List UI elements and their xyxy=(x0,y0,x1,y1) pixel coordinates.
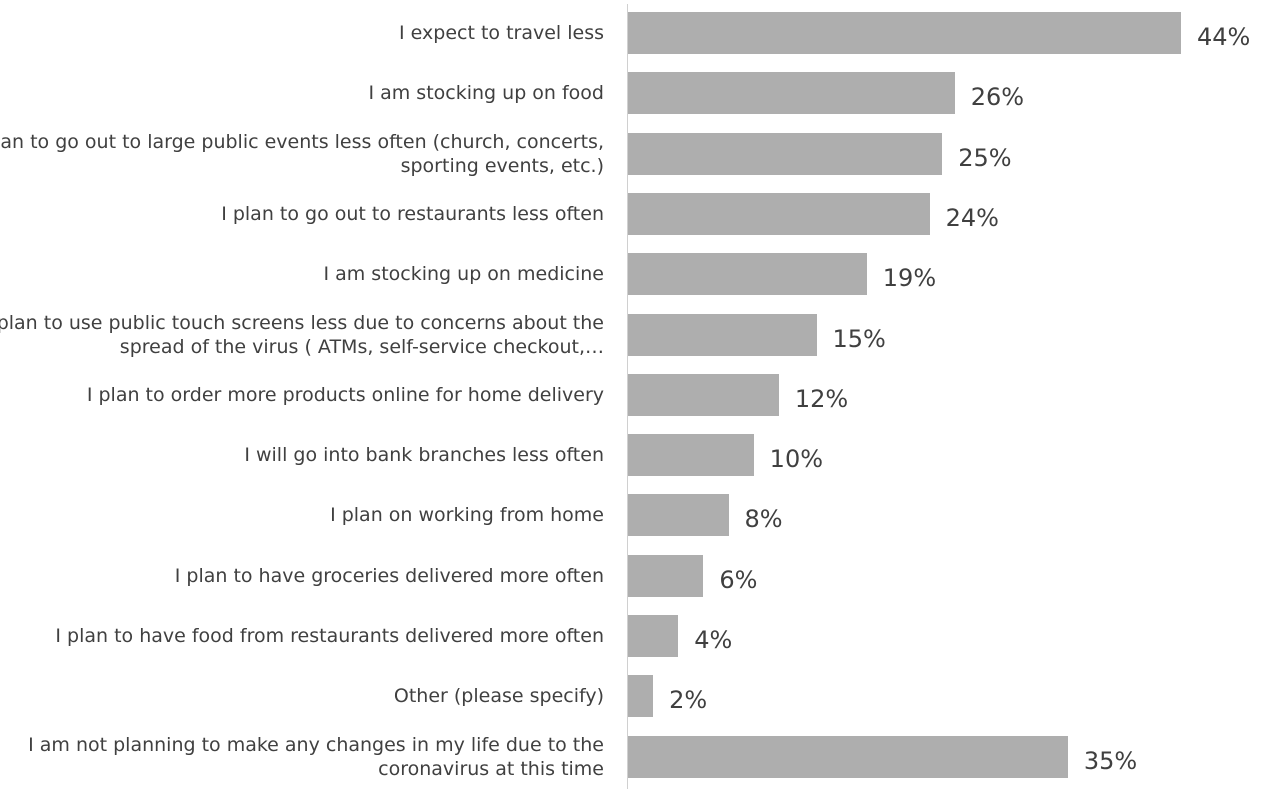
bar xyxy=(628,675,654,718)
bar xyxy=(628,735,1068,778)
bar xyxy=(628,494,729,537)
bar xyxy=(628,132,943,175)
category-label: I plan on working from home xyxy=(330,504,604,527)
value-label: 2% xyxy=(669,686,708,715)
value-label: 19% xyxy=(882,264,937,293)
value-label: 24% xyxy=(945,203,999,232)
category-label: Other (please specify) xyxy=(393,685,604,708)
value-label: 26% xyxy=(970,83,1025,112)
bar xyxy=(628,373,779,416)
value-label: 8% xyxy=(744,505,783,534)
category-label: I plan to have food from restaurants del… xyxy=(55,625,604,647)
category-label: I am stocking up on medicine xyxy=(323,263,604,286)
category-axis-line xyxy=(627,4,628,789)
value-label: 44% xyxy=(1197,23,1251,51)
value-label: 6% xyxy=(719,565,758,594)
bar xyxy=(628,554,704,597)
bar xyxy=(628,72,955,115)
value-label: 15% xyxy=(832,324,886,353)
bar xyxy=(628,313,817,356)
value-label: 4% xyxy=(694,626,733,654)
bar xyxy=(628,12,1181,54)
category-label: I plan to go out to restaurants less oft… xyxy=(221,202,604,225)
bar xyxy=(628,615,679,657)
value-label: 25% xyxy=(958,143,1012,172)
category-label: I plan to have groceries delivered more … xyxy=(174,564,604,587)
category-label: I will go into bank branches less often xyxy=(244,444,604,467)
category-label: I expect to travel less xyxy=(399,22,604,44)
bar xyxy=(628,192,930,235)
value-label: 12% xyxy=(794,384,849,413)
bar xyxy=(628,434,754,477)
category-label: I am stocking up on food xyxy=(368,82,604,105)
category-label: I plan to order more products online for… xyxy=(86,383,604,406)
bar xyxy=(628,253,867,296)
value-label: 35% xyxy=(1083,746,1138,775)
value-label: 10% xyxy=(769,445,824,474)
category-label: I am not planning to make any changes in… xyxy=(28,733,604,780)
category-label: I plan to use public touch screens less … xyxy=(0,311,604,358)
category-label: I plan to go out to large public events … xyxy=(0,130,604,177)
